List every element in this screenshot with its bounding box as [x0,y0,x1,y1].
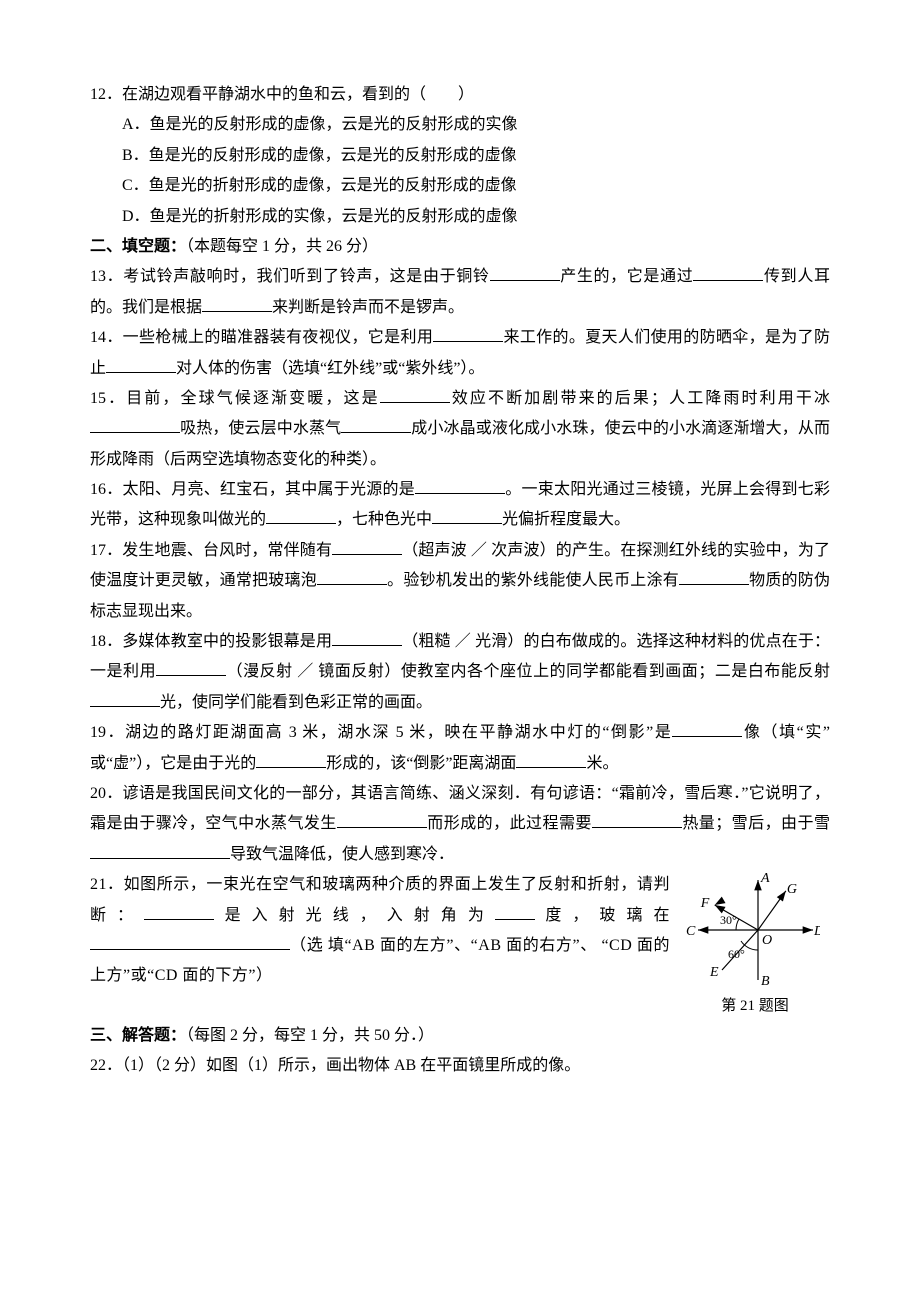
q20: 20．谚语是我国民间文化的一部分，其语言简练、涵义深刻．有句谚语：“霜前冷，雪后… [90,779,830,870]
q16-blank-2[interactable] [266,507,336,524]
q13-d: 来判断是铃声而不是锣声。 [272,299,464,316]
q19: 19．湖边的路灯距湖面高 3 米，湖水深 5 米，映在平静湖水中灯的“倒影”是像… [90,718,830,779]
q18-a: 18．多媒体教室中的投影银幕是用 [90,633,332,650]
svg-text:B: B [761,974,770,989]
q22: 22．（1）（2 分）如图（1）所示，画出物体 AB 在平面镜里所成的像。 [90,1051,830,1081]
q15: 15．目前，全球气候逐渐变暖，这是 效应不断加剧带来的后果；人工降雨时利用干冰 吸… [90,384,830,475]
q20-blank-3[interactable] [90,842,230,859]
q15-blank-3[interactable] [341,416,411,433]
q21-b: 是入射光线，入射角为 [214,907,495,924]
svg-text:O: O [762,933,772,948]
q13-blank-2[interactable] [693,264,763,281]
q17: 17．发生地震、台风时，常伴随有（超声波 ／ 次声波）的产生。在探测红外线的实验… [90,536,830,627]
q15-a: 15．目前，全球气候逐渐变暖，这是 [90,390,380,407]
q12-opt-d: D．鱼是光的折射形成的实像，云是光的反射形成的虚像 [90,202,830,232]
section-2-title: 二、填空题： [90,238,186,255]
q19-d: 米。 [586,755,618,772]
q21-caption: 第 21 题图 [680,992,830,1021]
q21-blank-2[interactable] [495,903,535,920]
q20-d: 导致气温降低，使人感到寒冷． [230,846,454,863]
q21-row: 21．如图所示，一束光在空气和玻璃两种介质的界面上发生了反射和折射，请判断：是入… [90,870,830,1021]
q13-a: 13．考试铃声敲响时，我们听到了铃声，这是由于铜铃 [90,268,490,285]
svg-text:F: F [700,896,710,911]
q17-c: 。验钞机发出的紫外线能使人民币上涂有 [387,572,679,589]
q14-a: 14．一些枪械上的瞄准器装有夜视仪，它是利用 [90,329,433,346]
q16-blank-1[interactable] [415,477,505,494]
q13: 13．考试铃声敲响时，我们听到了铃声，这是由于铜铃产生的，它是通过传到人耳的。我… [90,262,830,323]
q18-blank-3[interactable] [90,690,160,707]
q19-c: 形成的，该“倒影”距离湖面 [326,755,516,772]
svg-text:A: A [760,871,770,886]
q20-c: 热量；雪后，由于雪 [682,815,830,832]
q17-blank-3[interactable] [679,568,749,585]
q21-figure-wrap: A B C D F G E O 30° 60° 第 21 题图 [680,870,830,1021]
svg-text:C: C [686,924,696,939]
q16: 16．太阳、月亮、红宝石，其中属于光源的是。一束太阳光通过三棱镜，光屏上会得到七… [90,475,830,536]
svg-text:G: G [787,882,797,897]
q18-d: 光，使同学们能看到色彩正常的画面。 [160,694,432,711]
q15-b: 效应不断加剧带来的后果；人工降雨时利用干冰 [450,390,830,407]
q14-blank-2[interactable] [106,356,176,373]
q15-blank-2[interactable] [90,416,180,433]
q12-opt-a: A．鱼是光的反射形成的虚像，云是光的反射形成的实像 [90,110,830,140]
q20-blank-1[interactable] [337,811,427,828]
q21-diagram: A B C D F G E O 30° 60° [680,870,820,990]
q17-blank-2[interactable] [317,568,387,585]
section-2-score: （本题每空 1 分，共 26 分） [186,238,378,255]
q18: 18．多媒体教室中的投影银幕是用（粗糙 ／ 光滑）的白布做成的。选择这种材料的优… [90,627,830,718]
svg-text:D: D [813,924,820,939]
q18-blank-1[interactable] [332,629,402,646]
q21-text: 21．如图所示，一束光在空气和玻璃两种介质的界面上发生了反射和折射，请判断：是入… [90,870,670,1021]
q16-a: 16．太阳、月亮、红宝石，其中属于光源的是 [90,481,415,498]
section-3-score: （每图 2 分，每空 1 分，共 50 分．） [186,1027,434,1044]
q19-blank-2[interactable] [256,751,326,768]
q19-blank-1[interactable] [672,720,742,737]
q18-blank-2[interactable] [156,659,226,676]
svg-text:E: E [709,965,719,980]
q14-blank-1[interactable] [433,325,503,342]
q21-blank-1[interactable] [144,903,214,920]
q15-c: 吸热，使云层中水蒸气 [180,420,341,437]
q14: 14．一些枪械上的瞄准器装有夜视仪，它是利用来工作的。夏天人们使用的防晒伞，是为… [90,323,830,384]
q12-opt-b: B．鱼是光的反射形成的虚像，云是光的反射形成的虚像 [90,141,830,171]
q16-c: ，七种色光中 [336,511,432,528]
q13-b: 产生的，它是通过 [560,268,694,285]
q19-blank-3[interactable] [516,751,586,768]
q14-c: 对人体的伤害（选填“红外线”或“紫外线”）。 [176,360,484,377]
q21-c: 度，玻璃在 [535,907,670,924]
q16-d: 光偏折程度最大。 [502,511,630,528]
svg-text:60°: 60° [728,947,745,961]
q13-blank-1[interactable] [490,264,560,281]
section-3-header: 三、解答题：（每图 2 分，每空 1 分，共 50 分．） [90,1021,830,1051]
q13-blank-3[interactable] [202,295,272,312]
q16-blank-3[interactable] [432,507,502,524]
svg-text:30°: 30° [720,913,737,927]
q20-blank-2[interactable] [592,811,682,828]
q21-blank-3[interactable] [90,933,290,950]
q15-blank-1[interactable] [380,386,450,403]
q19-a: 19．湖边的路灯距湖面高 3 米，湖水深 5 米，映在平静湖水中灯的“倒影”是 [90,724,672,741]
section-2-header: 二、填空题：（本题每空 1 分，共 26 分） [90,232,830,262]
q12-stem: 12．在湖边观看平静湖水中的鱼和云，看到的（ ） [90,80,830,110]
q21-line2: （选 填“AB 面的左方”、“AB 面的右方”、 “CD 面的上方”或“CD 面… [90,931,670,992]
q18-c: （漫反射 ／ 镜面反射）使教室内各个座位上的同学都能看到画面；二是白布能反射 [226,663,830,680]
q12-opt-c: C．鱼是光的折射形成的虚像，云是光的反射形成的虚像 [90,171,830,201]
q17-blank-1[interactable] [332,538,402,555]
section-3-title: 三、解答题： [90,1027,186,1044]
q21: 21．如图所示，一束光在空气和玻璃两种介质的界面上发生了反射和折射，请判断：是入… [90,870,670,931]
q17-a: 17．发生地震、台风时，常伴随有 [90,542,332,559]
q20-b: 而形成的，此过程需要 [427,815,592,832]
